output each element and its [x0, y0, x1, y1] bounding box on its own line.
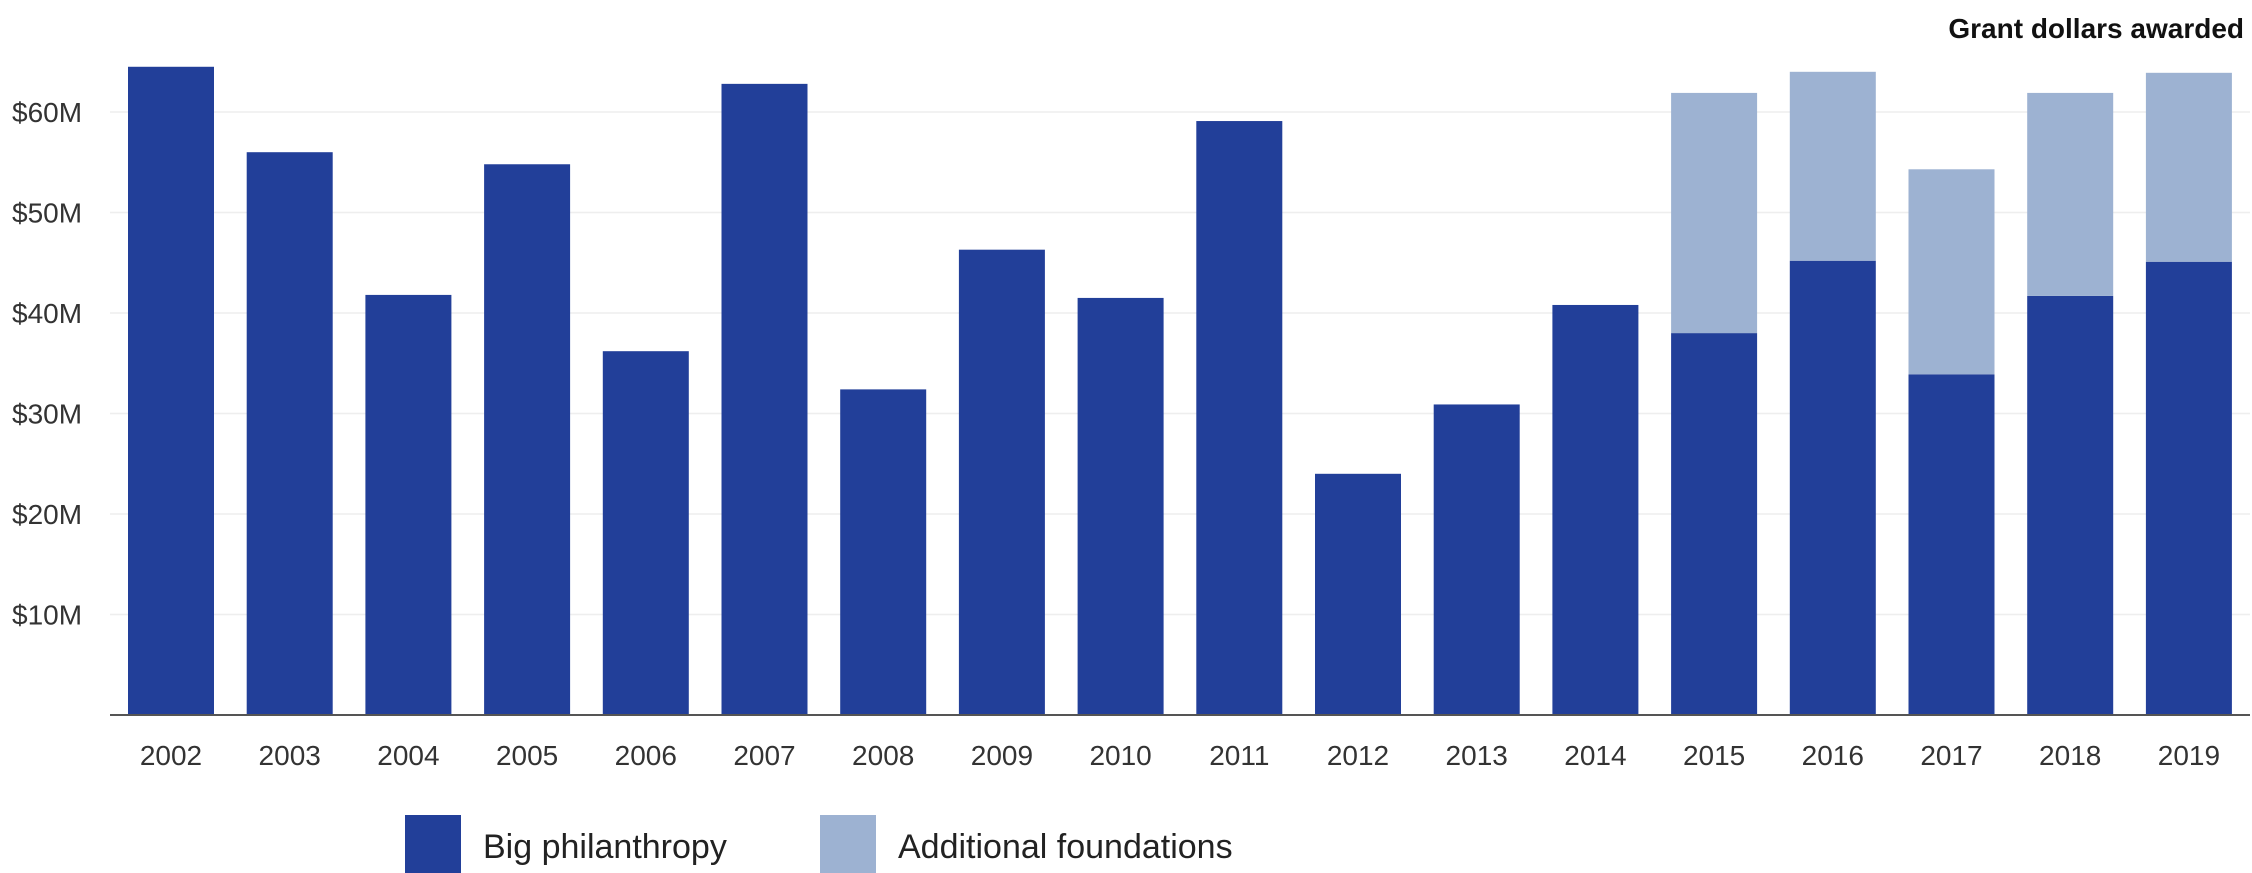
legend-label-additional-foundations: Additional foundations: [898, 828, 1233, 866]
x-tick-label: 2012: [1327, 740, 1389, 771]
bar-big-philanthropy-2010: [1077, 297, 1164, 715]
x-tick-label: 2007: [733, 740, 795, 771]
x-tick-label: 2011: [1209, 740, 1269, 771]
bar-big-philanthropy-2018: [2027, 295, 2114, 715]
bar-big-philanthropy-2003: [246, 152, 333, 715]
x-tick-label: 2009: [971, 740, 1033, 771]
y-tick-label: $40M: [12, 298, 82, 329]
y-tick-label: $30M: [12, 399, 82, 430]
x-tick-label: 2014: [1564, 740, 1626, 771]
bar-big-philanthropy-2011: [1196, 121, 1283, 716]
x-tick-label: 2016: [1802, 740, 1864, 771]
y-tick-label: $50M: [12, 198, 82, 229]
y-tick-label: $10M: [12, 600, 82, 631]
y-tick-label: $20M: [12, 499, 82, 530]
bar-big-philanthropy-2019: [2145, 261, 2232, 715]
bar-big-philanthropy-2004: [365, 294, 452, 715]
bar-big-philanthropy-2002: [128, 66, 214, 715]
x-tick-label: 2006: [615, 740, 677, 771]
bar-big-philanthropy-2006: [602, 351, 689, 715]
x-tick-label: 2018: [2039, 740, 2101, 771]
x-tick-label: 2017: [1920, 740, 1982, 771]
y-tick-label: $60M: [12, 97, 82, 128]
x-tick-label: 2010: [1089, 740, 1151, 771]
bar-additional-foundations-2019: [2145, 72, 2232, 262]
gridlines: [110, 111, 2250, 616]
bar-big-philanthropy-2014: [1552, 304, 1639, 715]
bar-big-philanthropy-2008: [840, 389, 927, 715]
bar-big-philanthropy-2007: [721, 83, 808, 716]
x-tick-label: 2005: [496, 740, 558, 771]
legend-swatch-additional-foundations: [820, 815, 876, 873]
bar-big-philanthropy-2016: [1789, 260, 1876, 715]
bar-big-philanthropy-2015: [1671, 333, 1758, 715]
x-tick-label: 2013: [1446, 740, 1508, 771]
bar-big-philanthropy-2017: [1908, 374, 1995, 715]
legend: Big philanthropy Additional foundations: [405, 815, 1233, 873]
bar-additional-foundations-2018: [2027, 92, 2114, 296]
legend-swatch-big-philanthropy: [405, 815, 461, 873]
y-axis-ticks: $10M $20M $30M $40M $50M $60M: [12, 97, 82, 631]
x-tick-label: 2004: [377, 740, 439, 771]
x-axis-ticks: 2002 2003 2004 2005 2006 2007 2008 2009 2010 2011…: [140, 740, 2220, 771]
x-tick-label: 2002: [140, 740, 202, 771]
bar-big-philanthropy-2012: [1315, 473, 1401, 715]
legend-label-big-philanthropy: Big philanthropy: [483, 828, 727, 866]
x-tick-label: 2019: [2158, 740, 2220, 771]
bar-additional-foundations-2017: [1908, 169, 1995, 375]
x-tick-label: 2015: [1683, 740, 1745, 771]
chart-title: Grant dollars awarded: [1948, 13, 2244, 44]
bar-additional-foundations-2016: [1789, 71, 1876, 261]
bar-big-philanthropy-2009: [958, 249, 1045, 715]
x-tick-label: 2003: [259, 740, 321, 771]
bars: [128, 66, 2232, 716]
bar-big-philanthropy-2005: [484, 164, 571, 715]
bar-additional-foundations-2015: [1671, 92, 1758, 334]
bar-big-philanthropy-2013: [1433, 404, 1520, 715]
x-tick-label: 2008: [852, 740, 914, 771]
